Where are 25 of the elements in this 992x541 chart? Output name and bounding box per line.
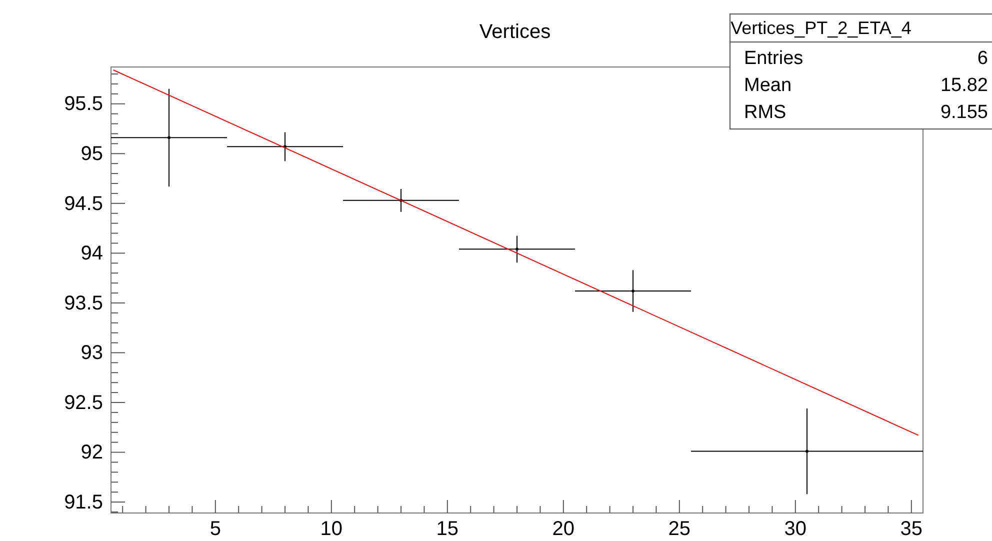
x-tick-label: 10 [320,518,343,540]
point [806,450,808,453]
text: 9.155 [940,102,988,123]
x-tick-label: 35 [900,518,923,540]
y-tick-label: 93.5 [64,292,103,314]
y-tick-label: 95.5 [64,93,103,116]
text: Vertices_PT_2_ETA_4 [730,18,912,38]
text: 15.82 [940,75,988,96]
annotation: RMS [744,102,786,123]
x-tick-label: 20 [552,518,575,540]
y-tick-label: 94 [80,242,103,265]
y-tick-label: 92 [80,442,103,464]
text: 6 [977,48,988,69]
x-tick-label: 25 [668,518,691,540]
y-tick-label: 94.5 [64,192,103,215]
y-tick-label: 93 [80,342,103,364]
annotation: Entries [744,48,804,69]
y-tick-label: 92.5 [64,392,103,414]
x-tick-label: 15 [436,518,459,540]
annotation: Mean [744,75,792,96]
x-tick-label: 5 [210,518,221,540]
y-tick-label: 91.5 [64,491,103,514]
y-tick-label: 95 [80,143,103,166]
chart-title: Vertices [479,21,551,43]
x-tick-label: 30 [784,518,807,540]
